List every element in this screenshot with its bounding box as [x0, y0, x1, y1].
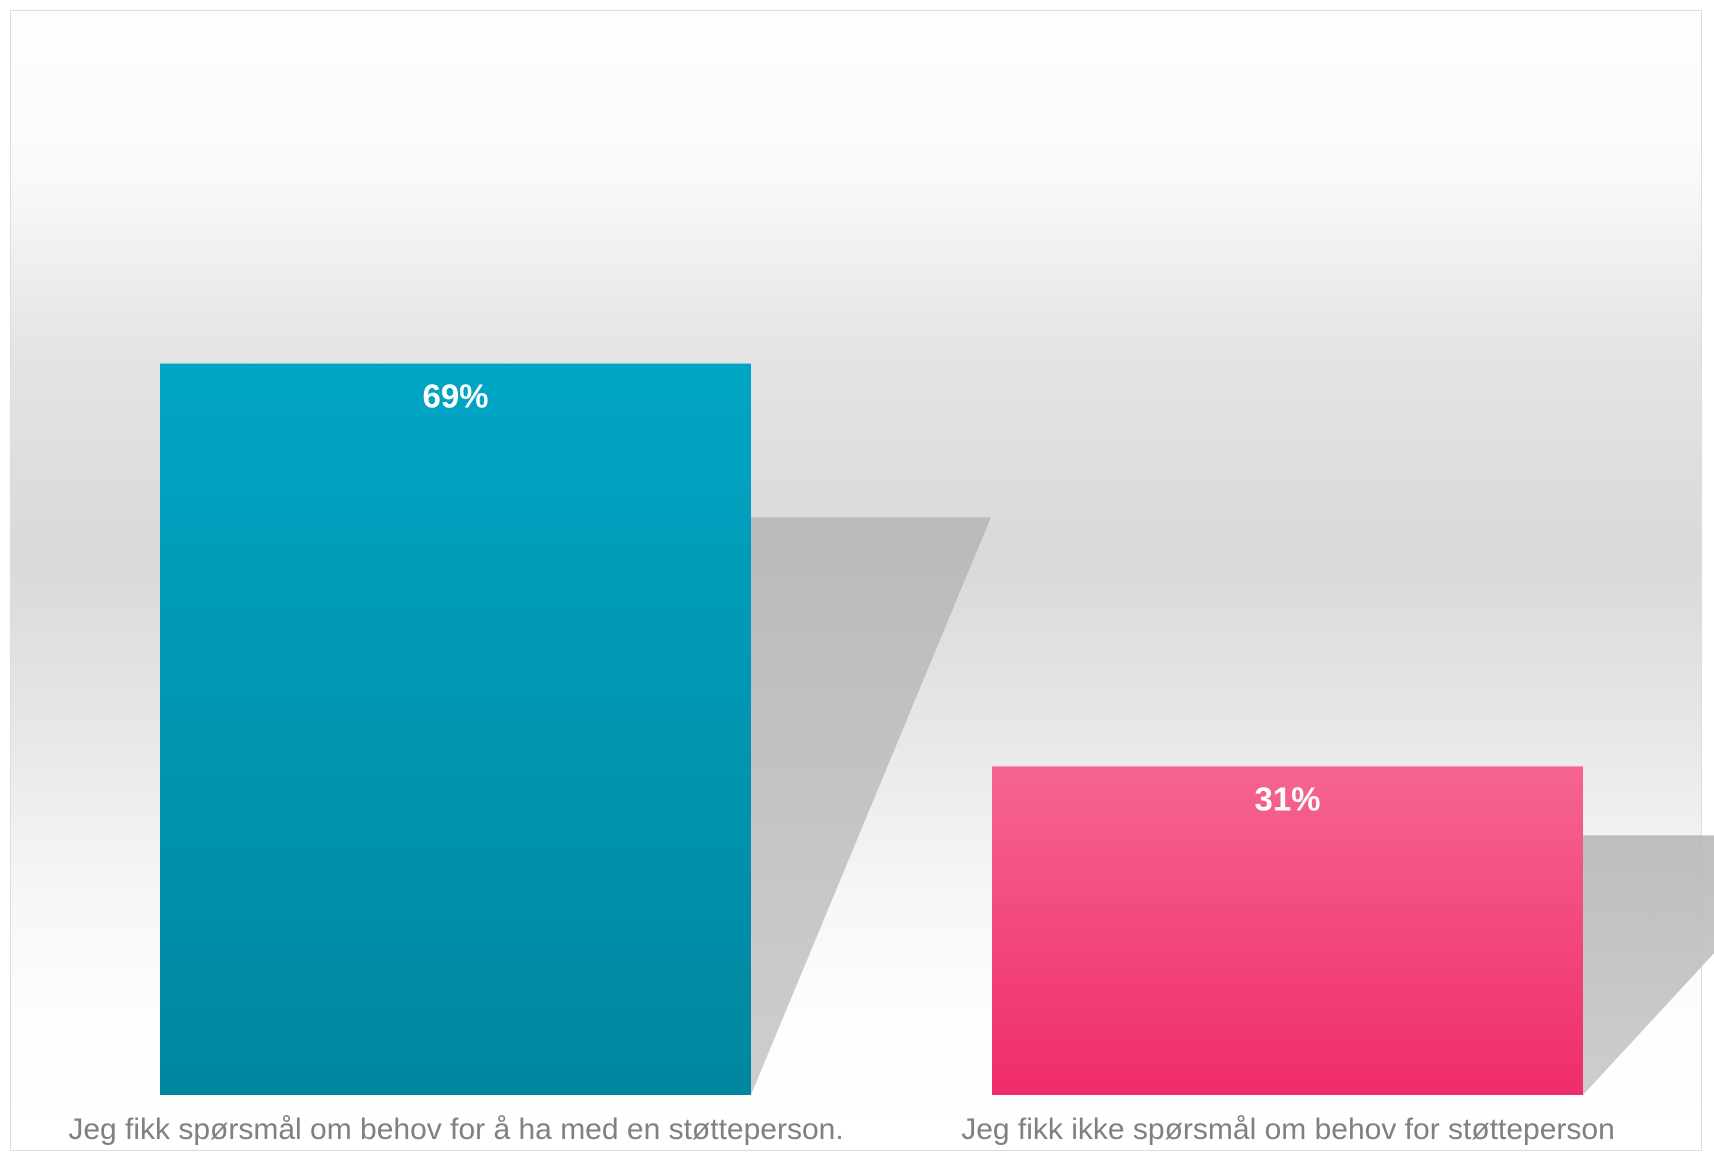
- category-label-1: Jeg fikk ikke spørsmål om behov for støt…: [961, 1113, 1615, 1146]
- bar-1: [992, 766, 1583, 1095]
- bar-value-label-0: 69%: [422, 378, 488, 415]
- bar-shadow-1: [1583, 835, 1714, 1095]
- bar-value-label-1: 31%: [1254, 780, 1320, 817]
- category-label-0: Jeg fikk spørsmål om behov for å ha med …: [68, 1113, 844, 1146]
- bar-0: [160, 363, 751, 1096]
- bar-shadow-0: [751, 517, 991, 1095]
